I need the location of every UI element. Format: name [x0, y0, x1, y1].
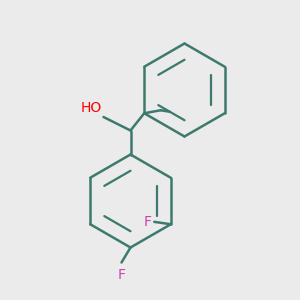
- Text: HO: HO: [81, 101, 102, 116]
- Text: F: F: [118, 268, 125, 282]
- Text: F: F: [144, 215, 152, 229]
